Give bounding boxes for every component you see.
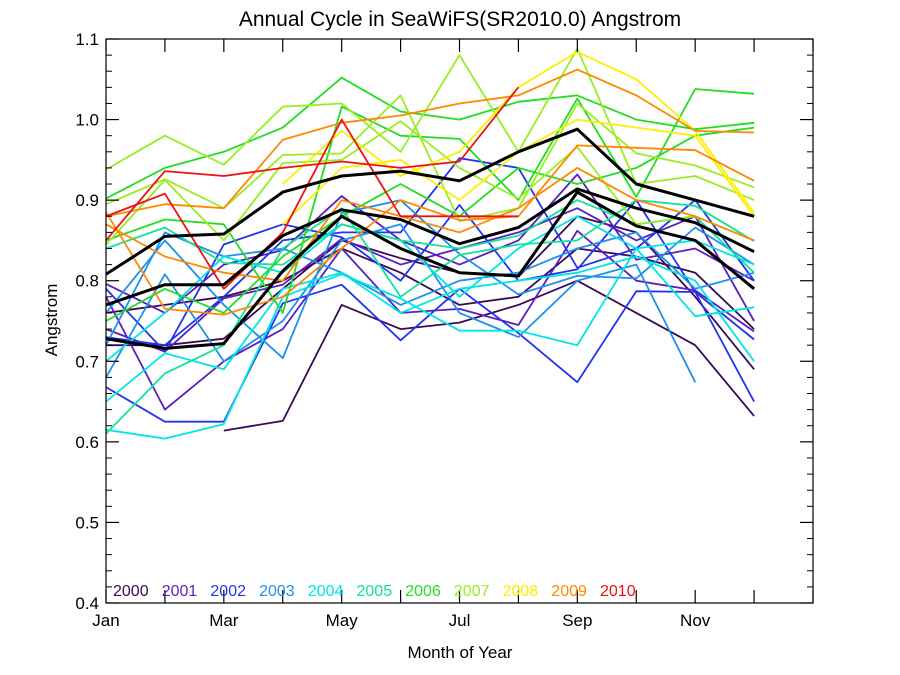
legend-entry-2003: 2003 xyxy=(259,583,295,600)
series-line-2008-1 xyxy=(282,51,755,214)
series-line-2007-3 xyxy=(105,120,755,246)
legend: 2000 2001 2002 2003 2004 2005 2006 2007 2008 2009… xyxy=(113,583,636,600)
legend-entry-2002: 2002 xyxy=(210,583,246,600)
series-line-2007-2 xyxy=(105,94,755,222)
x-tick-label: May xyxy=(326,611,359,630)
series-line-2006-1 xyxy=(105,76,755,200)
y-tick-label: 1.0 xyxy=(75,111,99,130)
series-line-2003-2 xyxy=(105,199,755,359)
legend-entry-2009: 2009 xyxy=(551,583,587,600)
legend-entry-2007: 2007 xyxy=(454,583,490,600)
climatology-line-3 xyxy=(105,190,756,350)
legend-entry-2008: 2008 xyxy=(503,583,539,600)
y-tick-label: 0.9 xyxy=(75,191,99,210)
y-tick-label: 0.5 xyxy=(75,513,99,532)
x-tick-label: Jan xyxy=(92,611,119,630)
chart-title: Annual Cycle in SeaWiFS(SR2010.0) Angstr… xyxy=(239,8,681,31)
series-line-2007-1 xyxy=(105,47,755,201)
series-line-2009-1 xyxy=(105,68,755,218)
series-line-2000-1 xyxy=(223,279,755,432)
series-line-2009-2 xyxy=(105,144,755,316)
series-line-2002-3 xyxy=(105,157,755,347)
series-line-2010-2 xyxy=(105,118,519,290)
series-line-2004-2 xyxy=(105,255,755,403)
y-axis-label: Angstrom xyxy=(42,284,61,357)
legend-entry-2010: 2010 xyxy=(600,583,636,600)
series-line-2002-2 xyxy=(105,199,755,353)
x-tick-label: Sep xyxy=(562,611,592,630)
plot-lines xyxy=(105,47,756,440)
series-line-2001-1 xyxy=(105,229,755,411)
series-line-2006-2 xyxy=(105,88,755,314)
series-line-2003-3 xyxy=(105,231,755,346)
x-axis-label: Month of Year xyxy=(408,643,513,662)
legend-entry-2006: 2006 xyxy=(405,583,441,600)
series-line-2006-3 xyxy=(105,126,755,322)
y-tick-label: 0.6 xyxy=(75,433,99,452)
series-line-2001-3 xyxy=(105,207,755,353)
legend-entry-2005: 2005 xyxy=(357,583,393,600)
x-tick-label: Nov xyxy=(680,611,711,630)
climatology-line-2 xyxy=(105,187,755,307)
series-line-2005-1 xyxy=(105,199,755,435)
y-tick-label: 0.7 xyxy=(75,352,99,371)
legend-entry-2004: 2004 xyxy=(308,583,344,600)
series-line-2010-1 xyxy=(105,86,520,241)
series-line-2009-3 xyxy=(105,167,755,282)
axes: 0.4 0.5 0.6 0.7 0.8 0.9 1.0 1.1 Jan Mar May Jul Sep N… xyxy=(75,30,814,630)
x-tick-label: Mar xyxy=(209,611,239,630)
y-tick-label: 0.4 xyxy=(75,594,99,613)
series-line-2004-3 xyxy=(105,215,755,362)
y-tick-label: 0.8 xyxy=(75,272,99,291)
y-tick-label: 1.1 xyxy=(75,30,99,49)
series-line-2000-2 xyxy=(106,215,755,370)
legend-entry-2000: 2000 xyxy=(113,583,149,600)
climatology-line-1 xyxy=(105,127,755,276)
series-line-2003-1 xyxy=(105,223,697,383)
x-tick-label: Jul xyxy=(449,611,471,630)
legend-entry-2001: 2001 xyxy=(162,583,198,600)
plot-frame xyxy=(105,38,814,604)
